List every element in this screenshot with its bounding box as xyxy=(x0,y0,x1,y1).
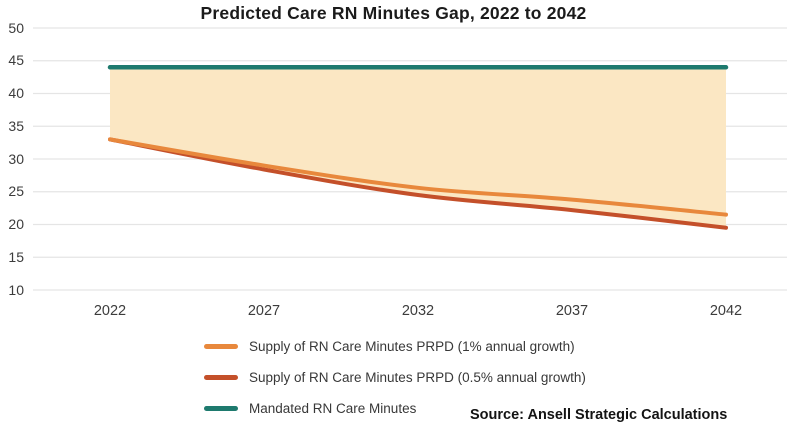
x-axis-tick-label: 2037 xyxy=(555,303,589,319)
plot-area xyxy=(33,27,787,291)
legend-label: Supply of RN Care Minutes PRPD (0.5% ann… xyxy=(249,369,586,385)
series-line-supply_1pct xyxy=(108,137,728,217)
legend-item: Supply of RN Care Minutes PRPD (0.5% ann… xyxy=(204,367,586,387)
y-axis-tick-label: 15 xyxy=(8,248,24,265)
y-axis-tick-label: 45 xyxy=(8,52,24,69)
legend-swatch-icon xyxy=(204,343,238,349)
y-axis-tick-label: 20 xyxy=(8,216,24,232)
legend-label: Mandated RN Care Minutes xyxy=(249,400,417,416)
chart-title: Predicted Care RN Minutes Gap, 2022 to 2… xyxy=(200,3,587,23)
y-axis-tick-label: 35 xyxy=(8,117,24,134)
y-axis-tick-label: 30 xyxy=(8,150,24,167)
x-axis-tick-label: 2032 xyxy=(401,303,435,319)
legend-swatch-icon xyxy=(204,405,238,411)
legend-swatch-icon xyxy=(204,374,238,380)
x-axis-tick-label: 2042 xyxy=(709,303,743,319)
y-axis-tick-label: 10 xyxy=(8,281,24,298)
y-axis-tick-label: 40 xyxy=(8,85,24,101)
series-line-supply_05pct xyxy=(108,137,728,230)
source-note: Source: Ansell Strategic Calculations xyxy=(470,407,728,423)
legend-item: Mandated RN Care Minutes xyxy=(204,398,586,418)
chart-legend: Supply of RN Care Minutes PRPD (1% annua… xyxy=(204,336,586,418)
y-axis-tick-label: 25 xyxy=(8,183,24,200)
x-axis-tick-label: 2027 xyxy=(247,303,281,319)
legend-label: Supply of RN Care Minutes PRPD (1% annua… xyxy=(249,338,575,354)
gap-area-fill xyxy=(110,67,726,228)
y-axis-tick-label: 50 xyxy=(8,19,24,36)
legend-item: Supply of RN Care Minutes PRPD (1% annua… xyxy=(204,336,586,356)
x-axis-tick-label: 2022 xyxy=(93,303,127,319)
